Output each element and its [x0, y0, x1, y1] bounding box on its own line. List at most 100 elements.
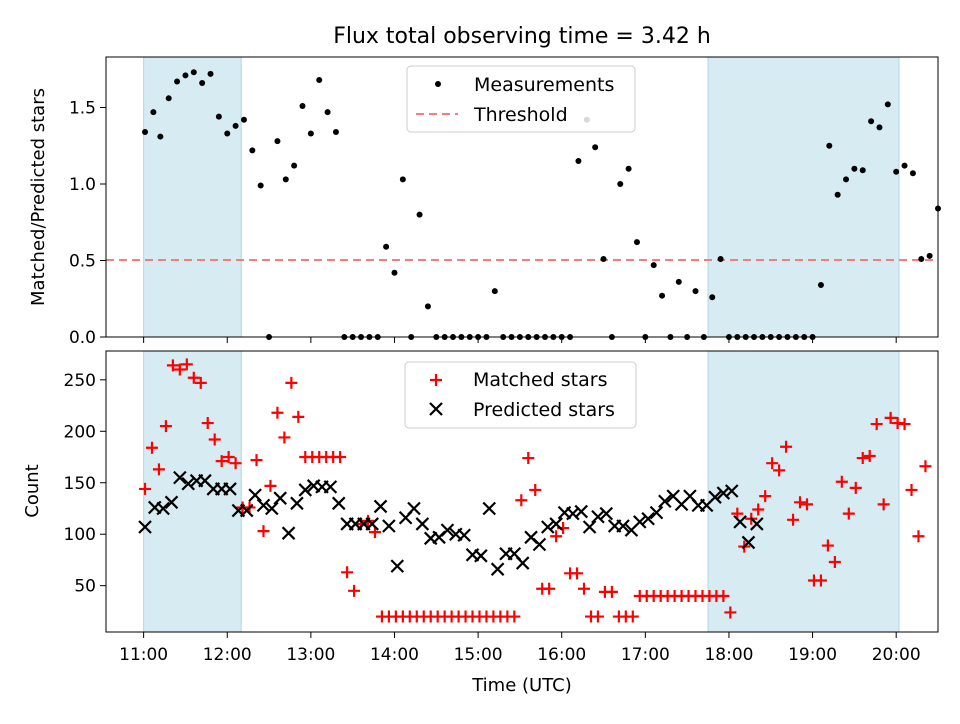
predicted-star-point: [541, 520, 555, 534]
predicted-star-point: [281, 526, 296, 540]
matched-star-point: [334, 451, 347, 464]
measurement-point: [240, 116, 247, 123]
measurement-point: [174, 78, 181, 85]
bottom-y-axis-label: Count: [22, 464, 43, 517]
measurement-point: [215, 113, 222, 120]
predicted-star-point: [750, 517, 764, 531]
legend-measurements-marker: [435, 81, 441, 87]
top-x-axis-ticks: [143, 337, 897, 343]
measurement-point: [165, 95, 172, 102]
x-tick-label: 11:00: [119, 645, 168, 665]
matched-star-point: [180, 358, 193, 371]
predicted-star-point: [549, 517, 563, 531]
bottom-axes-frame: [105, 350, 939, 633]
matched-star-point: [898, 418, 911, 431]
predicted-star-point: [298, 483, 313, 497]
bottom-x-axis-ticks: 11:00 12:00 13:00 14:00 15:00 16:00 17:00 18:00…: [119, 632, 921, 665]
matched-star-point: [787, 513, 800, 526]
predicted-star-point: [223, 482, 237, 496]
predicted-star-point: [515, 556, 530, 570]
measurement-point: [692, 288, 699, 295]
predicted-star-point: [482, 501, 497, 516]
shaded-region: [707, 56, 900, 338]
legend-predicted-marker: [429, 402, 443, 416]
y-tick-label: 200: [64, 422, 96, 442]
matched-star-point: [578, 582, 591, 595]
measurement-point: [150, 109, 157, 116]
matched-star-point: [271, 406, 284, 419]
predicted-star-point: [365, 517, 379, 531]
measurement-point: [600, 255, 607, 262]
matched-star-point: [794, 496, 807, 509]
matched-star-point: [341, 566, 354, 579]
measurement-point: [876, 124, 883, 131]
predicted-star-point: [716, 486, 731, 500]
predicted-star-point: [415, 517, 430, 531]
matched-star-point: [264, 479, 277, 492]
measurement-point: [324, 109, 331, 116]
matched-star-point: [752, 503, 765, 516]
measurement-point: [232, 122, 239, 129]
measurement-point: [491, 288, 498, 295]
predicted-star-point: [457, 528, 471, 543]
predicted-star-point: [649, 505, 664, 520]
measurement-point: [307, 130, 314, 137]
predicted-star-point: [632, 515, 647, 529]
bottom-shaded-regions: [143, 350, 900, 633]
matched-star-point: [543, 582, 556, 595]
predicted-star-point: [382, 519, 396, 533]
matched-star-point: [159, 420, 172, 433]
matched-star-point: [292, 410, 305, 423]
predicted-star-point: [239, 503, 254, 518]
measurement-point: [625, 165, 632, 172]
matched-star-point: [766, 457, 779, 470]
matched-star-point: [870, 418, 883, 431]
measurement-point: [424, 303, 431, 310]
measurement-point: [332, 128, 339, 135]
x-tick-label: 18:00: [704, 645, 753, 665]
measurement-point: [617, 180, 624, 187]
matched-star-point: [842, 507, 855, 520]
matched-star-point: [856, 452, 869, 465]
measurement-point: [575, 158, 582, 165]
matched-star-point: [285, 376, 298, 389]
matched-star-point: [863, 449, 876, 462]
predicted-star-point: [373, 499, 388, 514]
x-axis-label: Time (UTC): [471, 675, 572, 696]
predicted-star-point: [273, 491, 287, 505]
predicted-star-point: [599, 506, 614, 521]
matched-star-point: [905, 483, 918, 496]
matched-star-point: [201, 417, 214, 430]
predicted-star-point: [658, 494, 672, 509]
x-tick-label: 19:00: [788, 645, 837, 665]
matched-star-point: [250, 454, 263, 467]
predicted-star-point: [641, 511, 655, 526]
legend-predicted-label: Predicted stars: [473, 399, 615, 421]
x-tick-label: 17:00: [621, 645, 670, 665]
matched-star-point: [605, 585, 618, 598]
x-tick-label: 20:00: [872, 645, 921, 665]
measurement-point: [199, 80, 206, 87]
matched-star-point: [919, 460, 932, 473]
measurement-point: [282, 176, 289, 183]
measurement-point: [224, 130, 231, 137]
matched-star-point: [877, 498, 890, 511]
predicted-stars-series: [138, 470, 764, 576]
matched-star-point: [278, 431, 291, 444]
x-tick-label: 12:00: [203, 645, 252, 665]
predicted-star-point: [532, 537, 547, 552]
measurement-point: [926, 252, 933, 259]
measurement-point: [826, 142, 833, 149]
matched-star-point: [515, 494, 528, 507]
predicted-star-point: [407, 501, 421, 516]
matched-star-point: [529, 483, 542, 496]
predicted-star-point: [156, 501, 170, 516]
predicted-star-point: [265, 501, 279, 516]
measurement-point: [157, 133, 164, 140]
top-legend-box: [406, 65, 636, 133]
measurement-point: [675, 278, 682, 285]
top-axes-frame: [105, 56, 939, 338]
predicted-star-point: [256, 498, 271, 513]
predicted-star-point: [390, 559, 405, 573]
matched-star-point: [166, 359, 179, 372]
